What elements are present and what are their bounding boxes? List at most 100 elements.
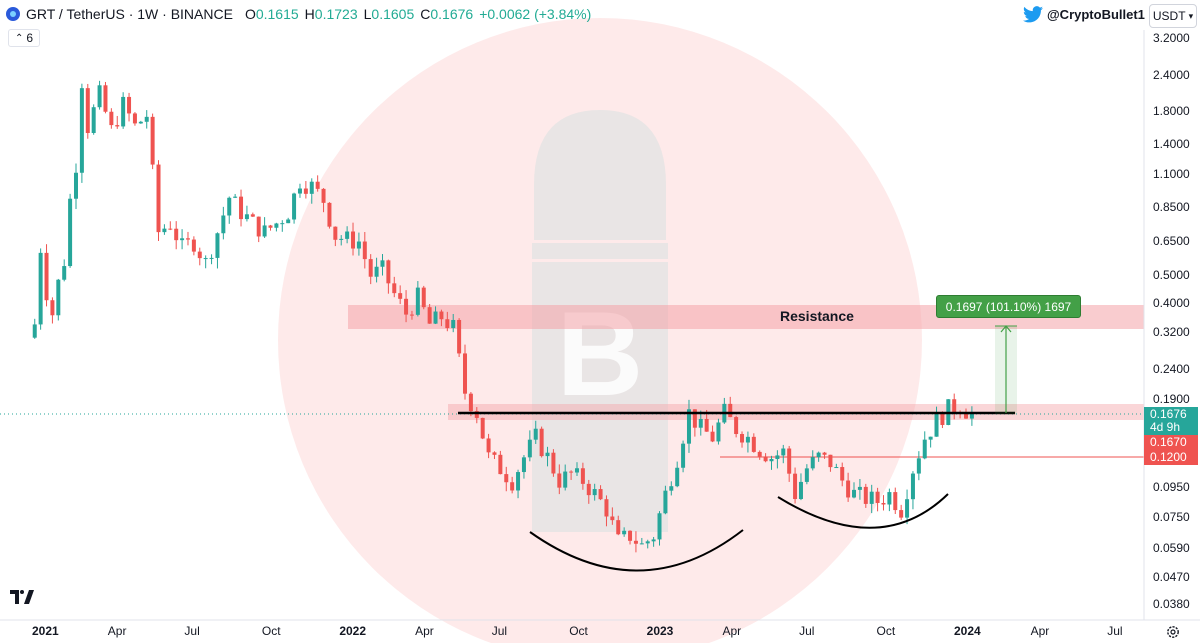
candle-up xyxy=(56,279,61,316)
candle-up xyxy=(887,492,892,505)
candle-down xyxy=(468,393,473,412)
candle-down xyxy=(457,319,462,354)
candle-down xyxy=(787,448,792,474)
candle-up xyxy=(162,228,167,233)
candle-up xyxy=(869,491,874,504)
candle-up xyxy=(374,266,379,277)
candle-up xyxy=(68,198,73,267)
candle-down xyxy=(156,164,161,233)
bitcoin-bullet-watermark: B xyxy=(278,18,922,643)
candle-up xyxy=(657,513,662,540)
candle-up xyxy=(592,489,597,496)
price-tick-label: 3.2000 xyxy=(1153,31,1190,45)
candle-down xyxy=(952,399,957,413)
chart-settings-button[interactable] xyxy=(1150,622,1195,642)
time-tick-label: Jul xyxy=(799,624,815,638)
time-tick-label: 2022 xyxy=(339,624,367,638)
price-range-measure[interactable] xyxy=(995,325,1017,414)
candle-down xyxy=(463,353,468,394)
candle-up xyxy=(244,214,249,220)
candle-down xyxy=(692,409,697,428)
candle-up xyxy=(138,121,143,124)
candle-up xyxy=(79,88,84,173)
currency-selector[interactable]: USDT ▾ xyxy=(1149,4,1197,28)
candle-down xyxy=(580,468,585,484)
candle-down xyxy=(846,480,851,498)
price-tick-label: 1.8000 xyxy=(1153,104,1190,119)
candle-up xyxy=(905,499,910,518)
candle-down xyxy=(239,196,244,220)
candle-up xyxy=(857,486,862,490)
candle-up xyxy=(73,172,78,199)
candle-down xyxy=(893,492,898,511)
price-tick-label: 0.4000 xyxy=(1153,296,1190,311)
candle-up xyxy=(545,452,550,457)
candle-up xyxy=(292,193,297,220)
indicators-toggle[interactable]: ⌃ 6 xyxy=(8,29,40,47)
open-value: 0.1615 xyxy=(255,6,299,22)
grt-logo-icon xyxy=(6,7,20,21)
candle-down xyxy=(734,417,739,435)
candle-up xyxy=(516,472,521,491)
candle-up xyxy=(180,238,185,241)
measure-label: 0.1697 (101.10%) 1697 xyxy=(936,295,1081,318)
candle-up xyxy=(698,418,703,428)
candle-down xyxy=(704,418,709,432)
candle-up xyxy=(910,473,915,500)
candle-down xyxy=(333,226,338,240)
candle-down xyxy=(480,417,485,439)
candle-down xyxy=(256,216,261,237)
time-tick-label: Oct xyxy=(876,624,896,638)
candle-down xyxy=(822,452,827,455)
price-tag-0-1200-value: 0.1200 xyxy=(1150,450,1187,464)
candle-down xyxy=(828,454,833,468)
candle-down xyxy=(398,293,403,299)
candle-up xyxy=(339,238,344,240)
twitter-bird-icon xyxy=(1023,6,1043,23)
candle-down xyxy=(85,88,90,134)
candle-up xyxy=(309,181,314,194)
candle-up xyxy=(852,489,857,498)
candle-up xyxy=(681,443,686,468)
candle-down xyxy=(44,252,49,301)
twitter-handle: @CryptoBullet1 xyxy=(1047,7,1145,22)
gear-icon xyxy=(1166,626,1179,638)
candle-down xyxy=(899,510,904,518)
candle-down xyxy=(569,471,574,473)
candle-up xyxy=(651,539,656,542)
candle-down xyxy=(498,454,503,475)
candle-down xyxy=(940,413,945,425)
indicators-count: 6 xyxy=(26,31,34,45)
candle-up xyxy=(286,219,291,224)
measure-arrow-head xyxy=(1000,325,1012,333)
low-value: 0.1605 xyxy=(371,6,415,22)
symbol-title[interactable]: GRT / TetherUS · 1W · BINANCE xyxy=(26,6,233,22)
candle-up xyxy=(32,324,37,338)
resistance-label: Resistance xyxy=(780,308,854,324)
tradingview-logo[interactable] xyxy=(10,589,34,609)
watermark-bullet xyxy=(534,110,666,240)
candle-up xyxy=(745,436,750,443)
candle-up xyxy=(781,448,786,456)
candle-down xyxy=(327,202,332,227)
candle-up xyxy=(121,96,126,127)
candle-up xyxy=(262,225,267,237)
chevron-down-icon: ▾ xyxy=(1188,10,1194,21)
candle-up xyxy=(669,486,674,491)
time-tick-label: Jul xyxy=(1107,624,1123,638)
candle-up xyxy=(433,311,438,324)
candle-down xyxy=(751,436,756,452)
candle-down xyxy=(881,502,886,505)
candle-up xyxy=(451,319,456,329)
candle-down xyxy=(486,438,491,453)
candle-down xyxy=(115,125,120,127)
candle-up xyxy=(533,428,538,440)
time-tick-label: Apr xyxy=(1030,624,1050,638)
candle-up xyxy=(816,452,821,458)
rounded-bottom-curve-2 xyxy=(777,493,949,529)
chevron-up-icon: ⌃ xyxy=(14,32,24,44)
price-tag-0-1670: 0.1670 xyxy=(1144,435,1198,450)
watermark-bullet-band xyxy=(532,243,668,259)
